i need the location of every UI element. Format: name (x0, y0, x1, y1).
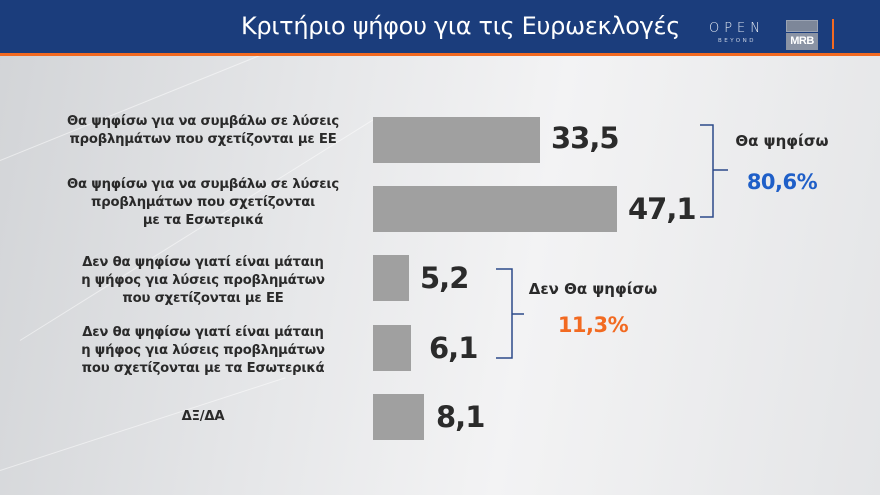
bar-value: 33,5 (551, 121, 620, 155)
bar (373, 186, 617, 232)
group-label-vote: Θα ψηφίσω (735, 132, 829, 150)
bar (373, 394, 424, 440)
bar (373, 325, 411, 371)
mrb-logo: MRB (786, 20, 818, 50)
header-bar: Κριτήριο ψήφου για τις Ευρωεκλογές OPEN … (0, 0, 880, 56)
row-label: Δεν θα ψηφίσω γιατί είναι μάταιη η ψήφος … (81, 255, 325, 306)
open-beyond-logo: OPEN BEYOND (708, 21, 765, 45)
group-total-novote: 11,3% (557, 313, 629, 337)
bar-value: 47,1 (628, 192, 697, 226)
bar-value: 6,1 (429, 331, 478, 365)
bracket-vote (700, 124, 728, 218)
group-total-vote: 80,6% (746, 170, 818, 194)
group-label-novote: Δεν Θα ψηφίσω (528, 280, 658, 298)
row-label: ΔΞ/ΔΑ (181, 409, 225, 424)
row-label: Δεν θα ψηφίσω γιατί είναι μάταιη η ψήφος … (81, 325, 325, 376)
row-label: Θα ψηφίσω για να συμβάλω σε λύσεις προβλη… (67, 177, 339, 228)
bar-value: 8,1 (436, 400, 485, 434)
bar (373, 117, 540, 163)
logo-divider (832, 19, 834, 49)
bar-value: 5,2 (420, 261, 469, 295)
chart-title: Κριτήριο ψήφου για τις Ευρωεκλογές (240, 12, 680, 40)
bracket-novote (496, 268, 524, 359)
bar (373, 255, 409, 301)
row-label: Θα ψηφίσω για να συμβάλω σε λύσεις προβλη… (67, 114, 339, 147)
